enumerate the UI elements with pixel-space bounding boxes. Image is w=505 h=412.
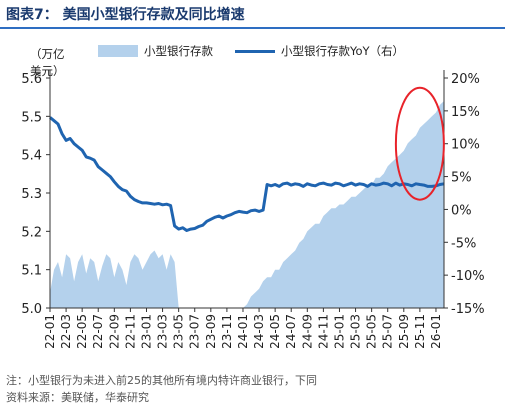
legend-swatch-area [98,45,138,57]
x-axis-tick-label: 24-07 [284,314,298,349]
x-axis-tick-label: 24-05 [268,314,282,349]
series-line-yoy [49,116,445,232]
x-axis-tick-label: 24-01 [236,314,250,349]
right-axis-tick-label: 10% [451,138,480,153]
figure-note: 注：小型银行为未进入前25的其他所有境内特许商业银行，下同 [6,374,317,387]
x-axis-tick-label: 22-09 [107,314,121,349]
x-axis-tick-label: 25-09 [397,314,411,349]
right-axis-tick-label: -15% [451,302,485,317]
title-rule [0,27,505,29]
x-axis-tick-label: 22-05 [75,314,89,349]
left-axis-tick-label: 5.6 [21,72,42,87]
figure-notes: 注：小型银行为未进入前25的其他所有境内特许商业银行，下同 资料来源：美联储，华… [6,372,317,406]
x-axis-tick-label: 25-05 [365,314,379,349]
x-axis-tick-label: 25-07 [381,314,395,349]
x-axis-tick-label: 24-11 [316,314,330,349]
right-axis-tick-label: 20% [451,72,480,87]
right-axis-tick-label: -5% [451,236,476,251]
x-axis-tick-label: 22-07 [91,314,105,349]
legend-swatch-line [235,49,275,53]
x-axis-tick-label: 23-01 [139,314,153,349]
x-axis-tick-label: 23-03 [156,314,170,349]
x-axis-tick-label: 23-07 [188,314,202,349]
left-axis-tick-label: 5.0 [21,302,42,317]
left-axis-tick-label: 5.3 [21,187,42,202]
x-axis-tick-label: 26-01 [429,314,443,349]
left-axis-tick-label: 5.5 [21,110,42,125]
x-axis-tick-label: 25-03 [349,314,363,349]
highlight-ellipse [394,86,445,201]
x-axis-tick-label: 22-03 [59,314,73,349]
left-axis-unit-label: （万亿美元） [30,47,65,78]
legend-label-yoy: 小型银行存款YoY（右） [281,44,405,58]
x-axis-tick-label: 25-11 [413,314,427,349]
right-axis-tick-label: 0% [451,203,472,218]
series-area-deposits [50,101,444,308]
x-axis-tick-label: 22-01 [43,314,57,349]
left-axis-tick-label: 5.4 [21,149,42,164]
legend: 小型银行存款 小型银行存款YoY（右） [98,41,404,61]
left-axis-tick-label: 5.2 [21,225,42,240]
figure-title: 图表7： 美国小型银行存款及同比增速 [6,7,245,23]
left-axis-tick-label: 5.1 [21,264,42,279]
x-axis-tick-label: 22-11 [123,314,137,349]
x-axis-tick-label: 23-09 [204,314,218,349]
x-axis-tick-label: 24-09 [300,314,314,349]
figure-source: 资料来源：美联储，华泰研究 [6,391,149,404]
right-axis-tick-label: -10% [451,269,485,284]
x-axis-tick-label: 23-11 [220,314,234,349]
x-axis-tick-label: 25-01 [332,314,346,349]
legend-label-deposits: 小型银行存款 [144,44,213,58]
right-axis-tick-label: 5% [451,171,472,186]
x-axis-tick-label: 24-03 [252,314,266,349]
x-axis-tick-label: 23-05 [172,314,186,349]
right-axis-tick-label: 15% [451,105,480,120]
